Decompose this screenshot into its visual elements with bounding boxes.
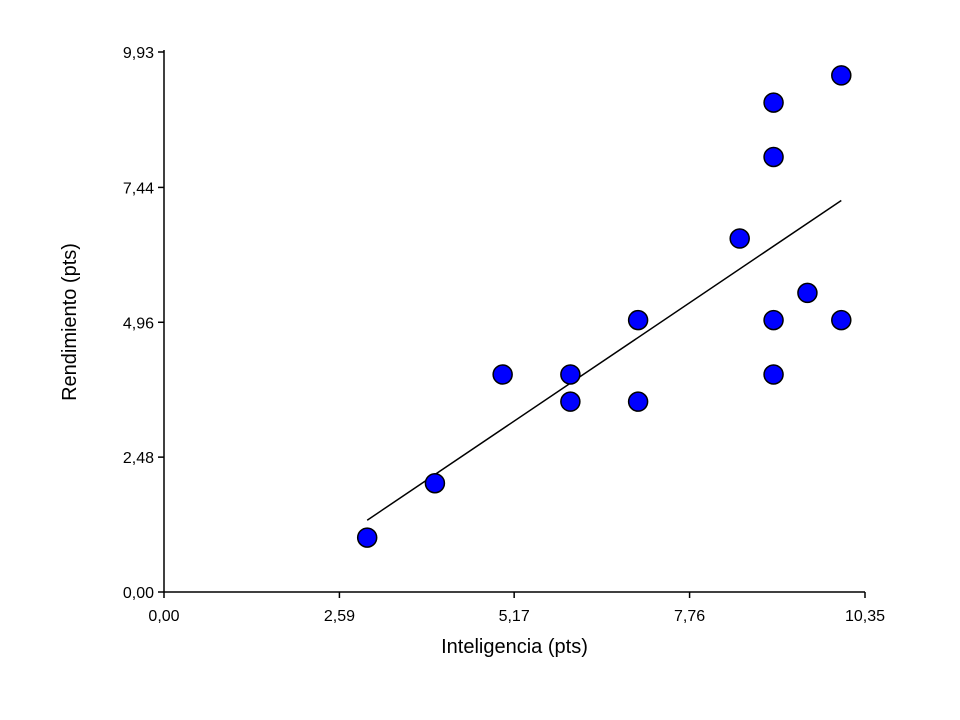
data-point (627, 309, 649, 331)
data-point (424, 472, 446, 494)
y-tick-label: 7,44 (123, 180, 154, 197)
x-tick-label: 7,76 (674, 608, 705, 625)
data-point (831, 65, 852, 86)
x-tick-label: 5,17 (499, 608, 530, 625)
x-tick-label: 10,35 (845, 608, 885, 625)
y-tick-label: 2,48 (123, 450, 154, 467)
y-tick-label: 4,96 (123, 315, 154, 332)
data-point (797, 282, 818, 304)
data-point (560, 364, 581, 385)
data-points (356, 65, 852, 548)
data-point (831, 309, 852, 331)
data-point (763, 92, 784, 113)
trend-line (366, 199, 842, 521)
data-point (729, 228, 750, 249)
x-tick-label: 2,59 (324, 608, 355, 625)
y-axis-label: Rendimiento (pts) (59, 243, 81, 401)
y-tick-label: 0,00 (123, 585, 154, 602)
data-point (627, 391, 649, 412)
y-tick-label: 9,93 (123, 45, 154, 62)
trend-line-group (366, 199, 842, 521)
data-point (763, 309, 784, 331)
data-point (763, 364, 784, 385)
data-point (560, 391, 581, 412)
axes: 0,00 2,48 4,96 7,44 9,93 0,00 2,59 5,17 7,76 10,3… (123, 45, 885, 625)
data-point (763, 146, 784, 168)
x-tick-label: 0,00 (148, 608, 179, 625)
x-axis-label: Inteligencia (pts) (441, 636, 588, 658)
data-point (492, 364, 513, 385)
data-point (356, 527, 378, 548)
